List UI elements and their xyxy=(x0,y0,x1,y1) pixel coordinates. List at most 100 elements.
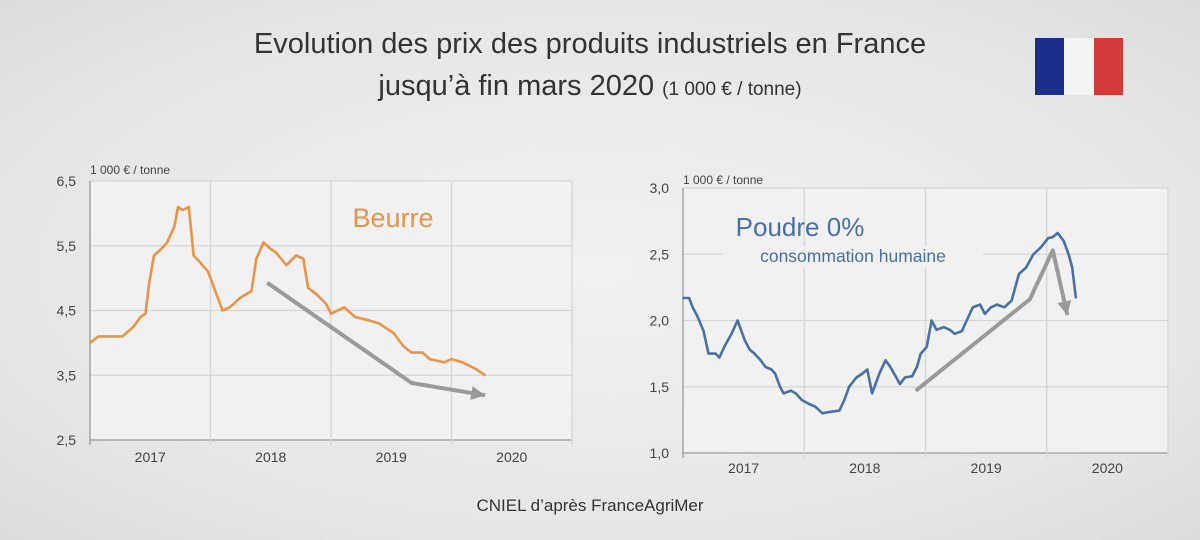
data-point xyxy=(838,409,841,412)
data-point xyxy=(884,359,887,362)
data-point xyxy=(262,241,265,244)
data-point xyxy=(198,261,201,263)
data-point xyxy=(307,287,309,289)
data-point xyxy=(315,293,318,296)
data-point xyxy=(696,315,699,318)
data-point xyxy=(221,309,224,312)
data-point xyxy=(474,367,477,370)
data-point xyxy=(748,348,751,351)
data-point xyxy=(770,368,773,371)
data-point xyxy=(1047,237,1049,240)
data-point xyxy=(192,254,195,257)
y-tick-label: 2,5 xyxy=(57,432,77,448)
x-tick-label: 2017 xyxy=(135,449,166,465)
data-point xyxy=(821,412,824,415)
data-point xyxy=(688,297,690,299)
data-point xyxy=(443,361,446,364)
title-period: jusqu’à fin mars 2020 xyxy=(378,70,655,102)
data-point xyxy=(1003,306,1006,309)
data-point xyxy=(1062,240,1065,242)
y-axis-unit-label: 1 000 € / tonne xyxy=(683,173,763,187)
data-point xyxy=(295,254,297,257)
page-title-line2: jusqu’à fin mars 2020 (1 000 € / tonne) xyxy=(0,70,1180,103)
data-point xyxy=(935,328,938,331)
data-point xyxy=(899,383,901,385)
data-point xyxy=(250,290,253,292)
data-point xyxy=(410,351,413,354)
data-point xyxy=(160,248,162,250)
x-tick-label: 2017 xyxy=(728,460,759,476)
data-point xyxy=(1067,253,1070,256)
data-point xyxy=(148,283,150,286)
data-point xyxy=(1075,297,1077,299)
data-point xyxy=(1010,299,1013,302)
series-label-title: Poudre 0% xyxy=(736,212,865,242)
source-footer: CNIEL d’après FranceAgriMer xyxy=(476,496,704,515)
data-point xyxy=(904,376,906,379)
data-point xyxy=(214,290,217,292)
france-flag-icon xyxy=(1035,38,1123,95)
data-point xyxy=(843,399,846,401)
data-point xyxy=(343,306,346,309)
data-point xyxy=(828,411,831,413)
data-point xyxy=(774,372,776,375)
data-point xyxy=(814,405,816,408)
data-point xyxy=(1052,236,1054,238)
data-point xyxy=(919,352,922,355)
data-point xyxy=(110,335,113,338)
data-point xyxy=(965,319,968,322)
trend-arrow-head-icon xyxy=(470,386,486,400)
trend-arrow-line xyxy=(914,248,1070,393)
data-point xyxy=(228,306,231,309)
data-point xyxy=(285,264,288,266)
data-point xyxy=(794,392,797,395)
series-label-subtitle: consommation humaine xyxy=(760,246,946,266)
data-point xyxy=(269,248,272,250)
x-tick-label: 2020 xyxy=(1092,460,1123,476)
data-point xyxy=(302,257,305,260)
x-tick-label: 2019 xyxy=(376,449,407,465)
flag-white-stripe xyxy=(1064,38,1094,95)
data-point xyxy=(429,358,431,360)
series-line xyxy=(89,205,486,377)
data-point xyxy=(378,322,381,325)
data-point xyxy=(1039,246,1042,249)
data-point xyxy=(801,399,803,401)
data-point xyxy=(808,403,810,405)
data-point xyxy=(714,352,717,355)
data-point xyxy=(893,372,895,375)
data-point xyxy=(682,297,684,299)
data-point xyxy=(990,306,992,309)
data-point xyxy=(866,368,869,371)
data-point xyxy=(702,330,705,332)
y-axis-unit-label: 1 000 € / tonne xyxy=(90,163,170,177)
y-tick-label: 2,5 xyxy=(650,246,670,262)
data-point xyxy=(330,312,332,315)
data-point xyxy=(861,372,864,375)
y-tick-label: 5,5 xyxy=(57,238,77,254)
data-point xyxy=(121,335,124,338)
data-point xyxy=(790,389,792,392)
page-title-line1: Evolution des prix des produits industri… xyxy=(253,28,927,60)
x-tick-label: 2019 xyxy=(971,460,1002,476)
data-point xyxy=(691,306,694,309)
x-tick-label: 2018 xyxy=(255,449,286,465)
data-point xyxy=(736,319,739,322)
data-point xyxy=(889,366,892,368)
data-point xyxy=(779,385,781,388)
data-point xyxy=(392,332,395,334)
data-point xyxy=(942,326,945,328)
x-tick-label: 2020 xyxy=(496,449,527,465)
data-point xyxy=(89,342,91,344)
data-point xyxy=(97,335,100,338)
data-point xyxy=(753,352,756,355)
y-tick-label: 6,5 xyxy=(57,173,77,189)
data-point xyxy=(166,241,168,244)
trend-arrow-line xyxy=(265,281,486,398)
data-point xyxy=(855,376,858,379)
data-point xyxy=(188,206,190,208)
trend-arrow-head-icon xyxy=(1057,300,1072,316)
chart-poudre: 1,0 1,5 2,0 2,5 3,0 2017 2018 2019 2020 1 000 € /… xyxy=(650,173,1169,476)
title-unit: (1 000 € / tonne) xyxy=(662,79,802,100)
